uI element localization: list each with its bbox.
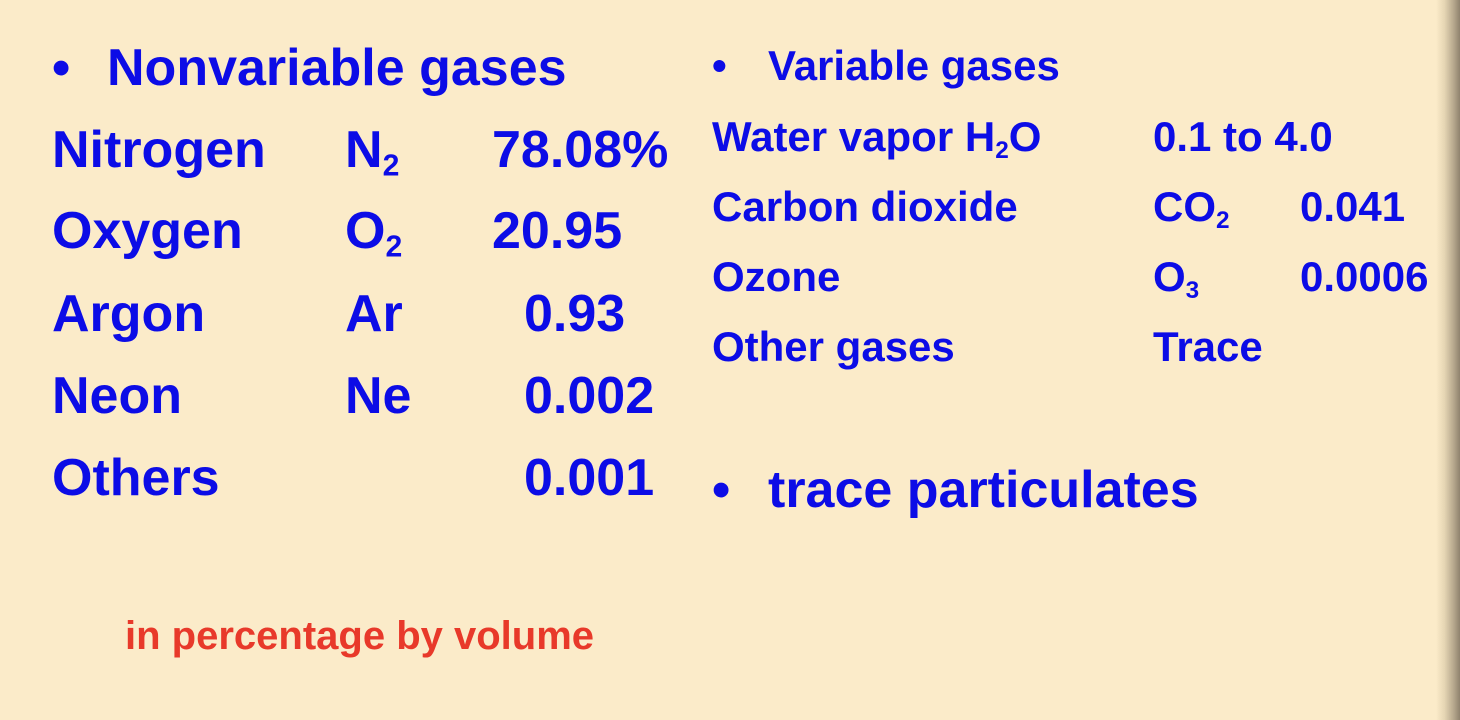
gas-percentage: 78.08% bbox=[492, 121, 669, 179]
gas-row-ozone: Ozone O3 0.0006 bbox=[0, 256, 1460, 306]
gas-row-nitrogen: Nitrogen N2 78.08% bbox=[0, 124, 700, 184]
gas-name: Nitrogen bbox=[52, 121, 266, 179]
gas-row-others: Others 0.001 bbox=[0, 452, 700, 512]
gas-row-other-gases: Other gases Trace bbox=[0, 326, 1460, 376]
gas-amount: Trace bbox=[1153, 323, 1263, 370]
gas-row-neon: Neon Ne 0.002 bbox=[0, 370, 700, 430]
heading-text: Variable gases bbox=[768, 42, 1060, 89]
variable-gases-heading: • Variable gases bbox=[712, 45, 1060, 87]
gas-row-water-vapor: Water vapor H2O 0.1 to 4.0 bbox=[0, 116, 1460, 166]
gas-name: Neon bbox=[52, 367, 182, 425]
gas-name: Others bbox=[52, 449, 220, 507]
gas-percentage: 0.1 to 4.0 bbox=[1153, 113, 1333, 160]
gas-percentage: 0.001 bbox=[524, 449, 655, 507]
gas-row-argon: Argon Ar 0.93 bbox=[0, 288, 700, 348]
gas-symbol: Ar bbox=[345, 285, 403, 343]
nonvariable-gases-heading: • Nonvariable gases bbox=[52, 42, 567, 94]
gas-symbol: O2 bbox=[345, 202, 403, 264]
gas-symbol: Ne bbox=[345, 367, 412, 425]
bullet-icon: • bbox=[712, 42, 727, 89]
gas-percentage: 0.93 bbox=[524, 285, 626, 343]
units-footnote: in percentage by volume bbox=[125, 614, 595, 658]
gas-percentage: 0.041 bbox=[1300, 183, 1406, 230]
trace-particulates-heading: • trace particulates bbox=[712, 464, 1199, 516]
bullet-icon: • bbox=[712, 461, 731, 519]
gas-percentage: 20.95 bbox=[492, 202, 623, 260]
gas-name: Argon bbox=[52, 285, 206, 343]
gas-symbol: O3 bbox=[1153, 253, 1200, 304]
heading-text: trace particulates bbox=[768, 461, 1199, 519]
gas-symbol: CO2 bbox=[1153, 183, 1230, 234]
heading-text: Nonvariable gases bbox=[107, 39, 567, 97]
slide-edge-shadow bbox=[1436, 0, 1460, 720]
gas-row-oxygen: Oxygen O2 20.95 bbox=[0, 205, 700, 265]
gas-row-carbon-dioxide: Carbon dioxide CO2 0.041 bbox=[0, 186, 1460, 236]
gas-percentage: 0.002 bbox=[524, 367, 655, 425]
gas-name-with-symbol: Water vapor H2O bbox=[712, 113, 1042, 164]
gas-name: Other gases bbox=[712, 323, 955, 370]
gas-name: Ozone bbox=[712, 253, 841, 300]
gas-name: Carbon dioxide bbox=[712, 183, 1018, 230]
bullet-icon: • bbox=[52, 39, 71, 97]
gas-name: Oxygen bbox=[52, 202, 243, 260]
gas-symbol: N2 bbox=[345, 121, 400, 183]
gas-percentage: 0.0006 bbox=[1300, 253, 1429, 300]
